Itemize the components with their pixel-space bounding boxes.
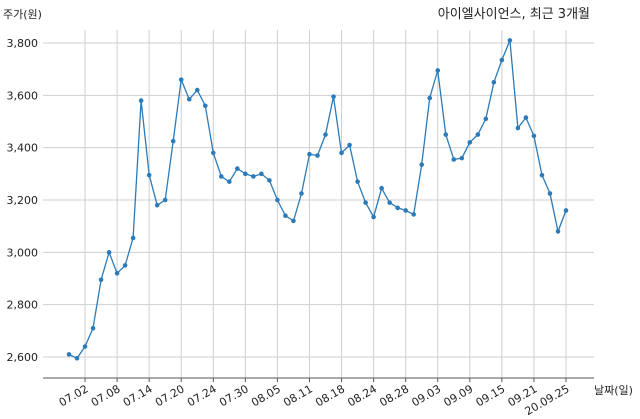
x-tick-label: 07.24 [185,382,219,409]
x-tick-label: 08.18 [313,382,347,409]
data-point [363,200,368,205]
data-point [475,132,481,137]
data-point [202,103,208,109]
data-point [178,77,184,82]
data-point [419,162,425,167]
data-point [299,191,304,196]
x-gridlines [84,30,567,382]
price-points [66,38,569,361]
data-point [411,212,416,217]
data-point [82,344,88,349]
data-point [243,171,248,177]
data-point [291,218,296,224]
data-point [130,235,136,241]
data-point [154,202,160,208]
y-axis-label: 주가(원) [3,8,42,21]
data-point [275,197,280,203]
chart-title: 아이엘사이언스, 최근 3개월 [438,7,590,22]
data-point [379,185,384,191]
data-point [387,200,392,205]
data-point [122,263,128,268]
data-point [555,229,561,234]
data-point [499,57,505,63]
y-tick-label: 2,600 [7,351,39,364]
data-point [339,150,344,156]
data-point [323,132,328,137]
data-point [114,270,120,276]
data-point [170,138,176,144]
data-point [435,68,441,73]
data-point [66,352,72,357]
data-point [194,87,200,93]
data-point [74,356,80,361]
x-tick-label: 08.24 [345,382,379,409]
price-series-line [68,40,567,360]
data-point [443,132,449,137]
y-tick-label: 2,800 [7,299,39,312]
data-point [307,151,312,157]
data-point [523,115,529,120]
data-point [347,142,352,148]
y-tick-label: 3,800 [7,37,39,50]
data-point [483,116,489,122]
x-tick-label: 07.20 [153,382,187,409]
x-tick-label: 09.09 [442,382,476,409]
data-point [106,250,112,255]
data-point [539,172,545,178]
data-point [547,191,553,196]
x-axis-label: 날짜(일) [594,383,633,397]
y-tick-labels: 2,600 2,800 3,000 3,200 3,400 3,600 3,800 [7,37,39,364]
x-tick-label: 07.30 [217,382,251,409]
x-tick-label: 08.05 [249,382,283,409]
data-point [515,125,521,131]
data-point [451,157,457,162]
data-point [315,153,320,158]
data-point [563,208,569,213]
data-point [531,133,537,139]
x-tick-label: 07.02 [57,382,91,409]
y-tick-label: 3,400 [7,142,39,155]
data-point [267,178,272,183]
x-tick-label: 08.28 [377,382,411,409]
data-point [138,98,144,103]
data-point [146,172,152,178]
data-point [186,96,192,102]
x-tick-label: 08.11 [281,382,315,409]
data-point [227,179,232,184]
data-point [98,277,104,283]
data-point [283,213,288,218]
y-tick-label: 3,600 [7,89,39,102]
data-point [331,94,336,99]
data-point [235,166,240,171]
data-point [467,140,473,145]
y-gridlines [43,42,594,358]
x-tick-label: 07.14 [121,382,155,409]
data-point [371,214,376,220]
data-point [259,171,264,177]
data-point [507,38,513,43]
data-point [403,208,408,213]
x-tick-label: 09.15 [474,382,508,409]
data-point [459,155,465,161]
y-tick-label: 3,000 [7,246,39,259]
data-point [355,179,360,184]
data-point [491,79,497,85]
x-tick-labels: 07.0207.0807.1407.2007.2407.3008.0508.11… [57,382,572,418]
y-tick-label: 3,200 [7,194,39,207]
data-point [210,150,216,156]
data-point [395,205,400,211]
data-point [219,174,224,179]
x-tick-label: 07.08 [89,382,123,409]
x-tick-label: 09.03 [409,382,443,409]
data-point [427,95,433,101]
data-point [90,325,96,331]
data-point [251,174,256,179]
data-point [162,197,168,203]
